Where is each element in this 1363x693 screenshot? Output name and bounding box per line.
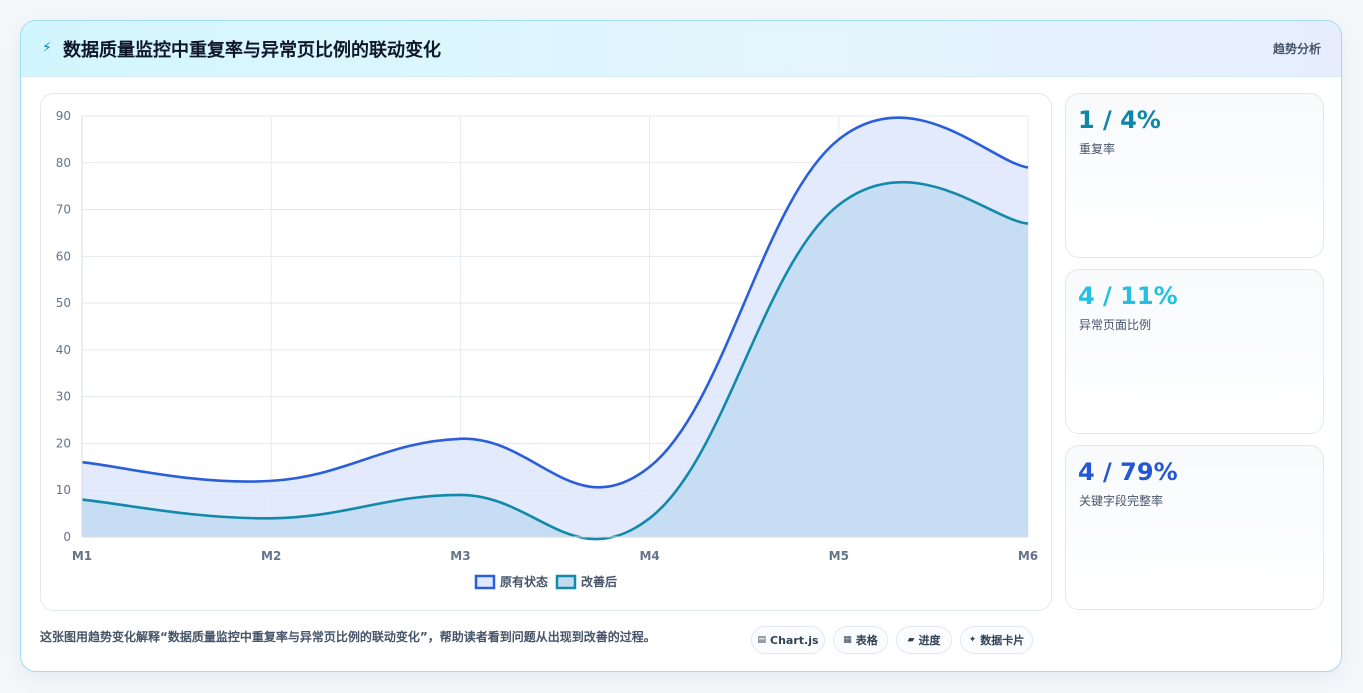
y-tick-label: 80 [56,156,71,170]
x-tick-label: M1 [72,549,92,563]
pill-progress[interactable]: ▰ 进度 [896,626,952,654]
legend-swatch-1 [555,574,577,590]
y-tick-label: 70 [56,203,71,217]
x-tick-label: M3 [450,549,470,563]
stat-card-field-completeness: 4 / 79% 关键字段完整率 [1065,445,1324,610]
chart-description: 这张图用趋势变化解释“数据质量监控中重复率与异常页比例的联动变化”，帮助读者看到… [40,630,656,644]
x-tick-label: M2 [261,549,281,563]
pill-data-card[interactable]: ✦ 数据卡片 [960,626,1033,654]
series-area-1 [82,182,1028,540]
chart-card: ⚡ 数据质量监控中重复率与异常页比例的联动变化 趋势分析 0 10 20 30 40 50… [20,20,1342,672]
pill-label: Chart.js [770,633,819,647]
series-line-1 [81,181,1029,541]
stat-value: 4 / 79% [1078,458,1178,486]
y-tick-label: 30 [56,390,71,404]
stat-label: 关键字段完整率 [1079,494,1164,508]
pill-chartjs[interactable]: ▤ Chart.js [751,626,825,654]
x-tick-label: M6 [1018,549,1038,563]
lightning-icon: ⚡ [42,40,52,56]
stat-value: 1 / 4% [1078,106,1161,134]
stat-card-abnormal-page-ratio: 4 / 11% 异常页面比例 [1065,269,1324,434]
y-tick-label: 20 [56,436,71,450]
pill-label: 进度 [918,634,941,647]
stat-value: 4 / 11% [1078,282,1178,310]
stat-card-duplicate-rate: 1 / 4% 重复率 [1065,93,1324,258]
pill-label: 数据卡片 [980,634,1025,647]
table-icon: ▦ [843,635,852,645]
chart-icon: ▤ [757,635,766,645]
card-header: ⚡ 数据质量监控中重复率与异常页比例的联动变化 趋势分析 [21,21,1341,77]
legend-swatch-0 [474,574,496,590]
stat-label: 重复率 [1079,142,1116,156]
page-title: 数据质量监控中重复率与异常页比例的联动变化 [63,40,441,61]
trend-analysis-tag[interactable]: 趋势分析 [1272,42,1321,56]
pill-table[interactable]: ▦ 表格 [833,626,888,654]
y-tick-label: 60 [56,249,71,263]
legend-label-0: 原有状态 [500,574,548,589]
progress-icon: ▰ [907,635,915,645]
chart-panel: 0 10 20 30 40 50 60 70 80 90 M1 M2 M3 M4 M5 M6 原有状态 改善后 [40,93,1052,611]
y-tick-label: 0 [63,530,71,544]
card-icon: ✦ [968,635,977,645]
x-tick-label: M4 [639,549,659,563]
y-tick-label: 50 [56,296,71,310]
y-tick-label: 40 [56,343,71,357]
y-tick-label: 10 [56,483,71,497]
area-chart: 0 10 20 30 40 50 60 70 80 90 M1 M2 M3 M4 M5 M6 原有状态 改善后 [56,109,1038,590]
x-tick-label: M5 [829,549,849,563]
series-line-0 [81,116,1029,489]
y-tick-label: 90 [56,109,71,123]
pill-label: 表格 [855,634,878,647]
legend-label-1: 改善后 [581,574,617,589]
stat-label: 异常页面比例 [1079,318,1152,332]
